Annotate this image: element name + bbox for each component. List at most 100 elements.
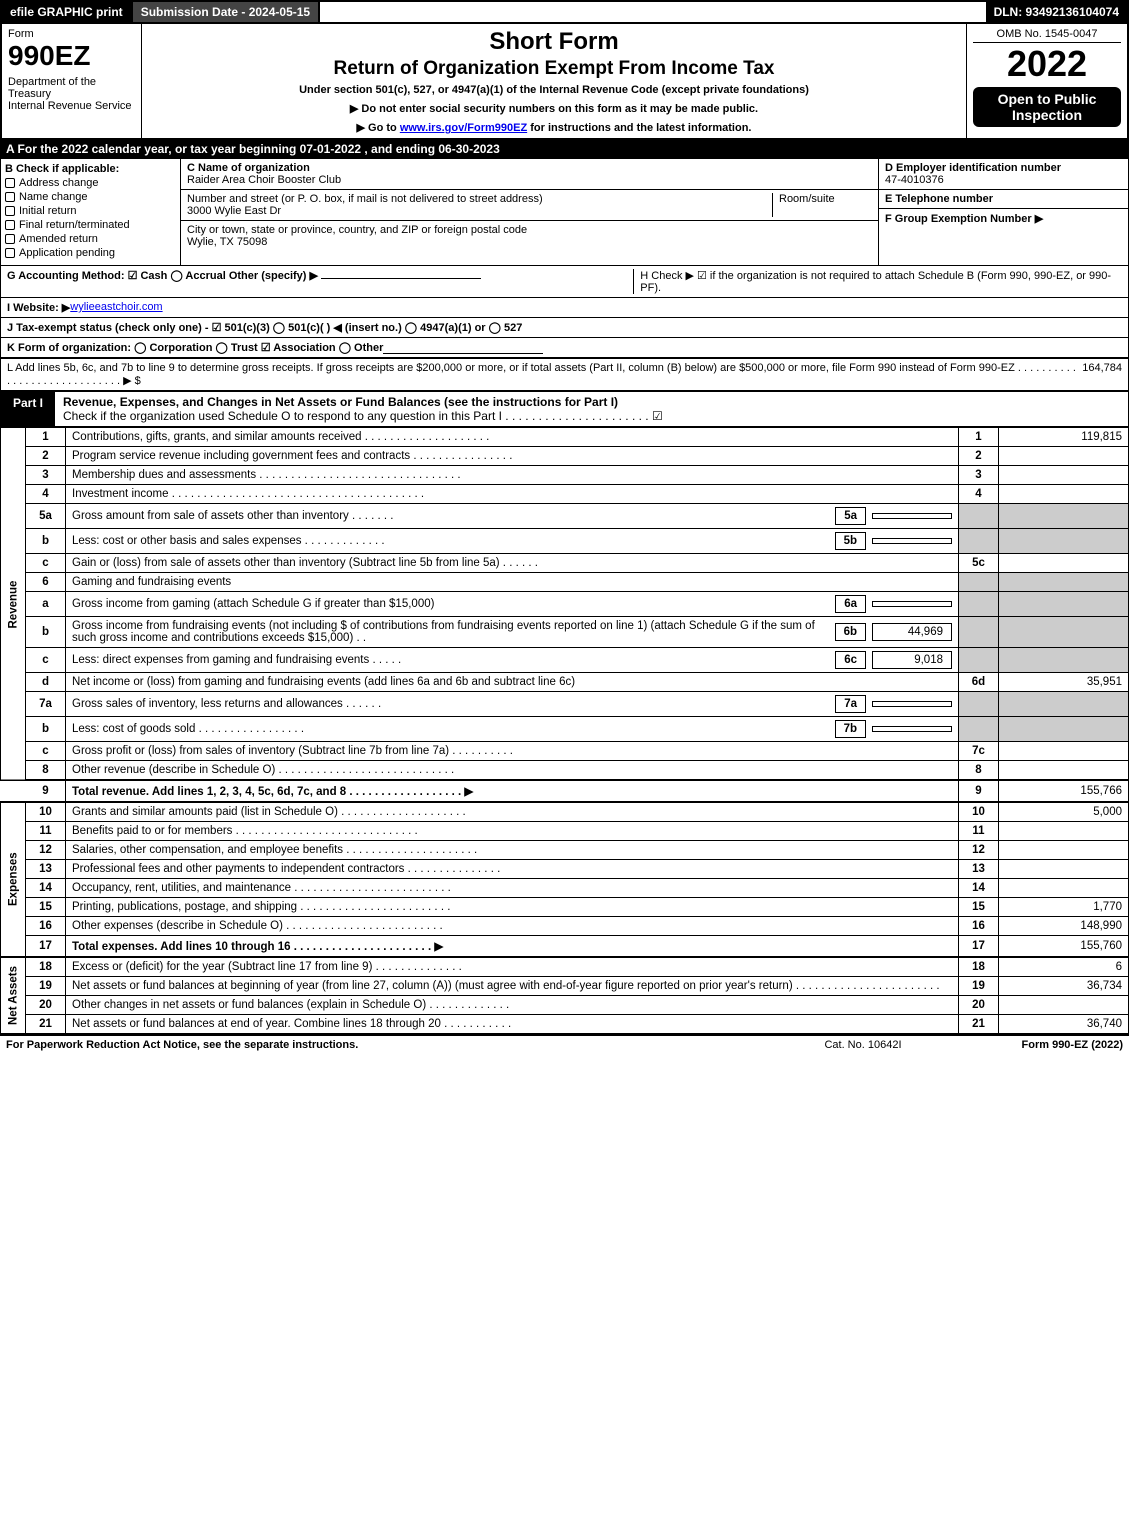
line-desc: Gross income from gaming (attach Schedul… — [66, 592, 959, 617]
check-initial-return[interactable]: Initial return — [5, 205, 176, 217]
footer-right: Form 990-EZ (2022) — [1022, 1039, 1123, 1051]
checkbox-icon[interactable] — [5, 248, 15, 258]
part-1-header: Part I Revenue, Expenses, and Changes in… — [0, 391, 1129, 427]
check-label: Application pending — [19, 247, 115, 259]
table-row: 20Other changes in net assets or fund ba… — [1, 996, 1129, 1015]
address-row: Number and street (or P. O. box, if mail… — [181, 190, 878, 221]
form-header: Form 990EZ Department of the Treasury In… — [0, 24, 1129, 140]
line-amount: 148,990 — [999, 917, 1129, 936]
city-row: City or town, state or province, country… — [181, 221, 878, 251]
line-num: b — [26, 717, 66, 742]
top-bar: efile GRAPHIC print Submission Date - 20… — [0, 0, 1129, 24]
line-desc: Salaries, other compensation, and employ… — [66, 841, 959, 860]
sub-desc: Gross amount from sale of assets other t… — [72, 510, 829, 522]
line-desc: Less: cost or other basis and sales expe… — [66, 529, 959, 554]
line-desc: Less: cost of goods sold . . . . . . . .… — [66, 717, 959, 742]
org-name-row: C Name of organization Raider Area Choir… — [181, 159, 878, 190]
line-amount-shade — [999, 504, 1129, 529]
efile-label[interactable]: efile GRAPHIC print — [2, 2, 133, 22]
line-num: 6 — [26, 573, 66, 592]
line-col: 11 — [959, 822, 999, 841]
sub-desc: Gross income from fundraising events (no… — [72, 620, 829, 644]
line-amount — [999, 860, 1129, 879]
checkbox-icon[interactable] — [5, 206, 15, 216]
checkbox-icon[interactable] — [5, 178, 15, 188]
table-row: 6Gaming and fundraising events — [1, 573, 1129, 592]
table-row: cGain or (loss) from sale of assets othe… — [1, 554, 1129, 573]
city-value: Wylie, TX 75098 — [187, 236, 267, 248]
line-desc: Net income or (loss) from gaming and fun… — [66, 673, 959, 692]
instruction-2: ▶ Go to www.irs.gov/Form990EZ for instru… — [150, 121, 958, 134]
line-col-shade — [959, 573, 999, 592]
table-row: 4Investment income . . . . . . . . . . .… — [1, 485, 1129, 504]
sections-def: D Employer identification number 47-4010… — [878, 159, 1128, 265]
line-num: 9 — [26, 780, 66, 802]
f-label: F Group Exemption Number ▶ — [885, 213, 1043, 225]
line-amount: 35,951 — [999, 673, 1129, 692]
info-block: B Check if applicable: Address change Na… — [0, 158, 1129, 266]
website-link[interactable]: wylieeastchoir.com — [70, 301, 162, 314]
k-text: K Form of organization: ◯ Corporation ◯ … — [7, 341, 383, 354]
table-row: dNet income or (loss) from gaming and fu… — [1, 673, 1129, 692]
line-desc: Occupancy, rent, utilities, and maintena… — [66, 879, 959, 898]
table-row: 12Salaries, other compensation, and empl… — [1, 841, 1129, 860]
section-g: G Accounting Method: ☑ Cash ◯ Accrual Ot… — [7, 269, 633, 294]
line-col-shade — [959, 648, 999, 673]
check-name-change[interactable]: Name change — [5, 191, 176, 203]
instr2-post: for instructions and the latest informat… — [527, 122, 751, 134]
line-amount — [999, 485, 1129, 504]
line-num: b — [26, 617, 66, 648]
subline-amt: 9,018 — [872, 651, 952, 669]
line-num: d — [26, 673, 66, 692]
line-col: 9 — [959, 780, 999, 802]
line-col: 7c — [959, 742, 999, 761]
line-desc: Other revenue (describe in Schedule O) .… — [66, 761, 959, 781]
irs-link[interactable]: www.irs.gov/Form990EZ — [400, 122, 527, 134]
section-d: D Employer identification number 47-4010… — [879, 159, 1128, 190]
line-amount: 119,815 — [999, 428, 1129, 447]
checkbox-icon[interactable] — [5, 192, 15, 202]
line-col: 10 — [959, 802, 999, 822]
line-col: 15 — [959, 898, 999, 917]
room-suite-label: Room/suite — [772, 193, 872, 217]
checkbox-icon[interactable] — [5, 220, 15, 230]
table-row: Net Assets 18Excess or (deficit) for the… — [1, 957, 1129, 977]
line-num: 12 — [26, 841, 66, 860]
line-desc: Other expenses (describe in Schedule O) … — [66, 917, 959, 936]
sub-desc: Less: direct expenses from gaming and fu… — [72, 654, 829, 666]
expenses-vlabel: Expenses — [1, 802, 26, 957]
line-col: 17 — [959, 936, 999, 958]
line-desc: Gaming and fundraising events — [66, 573, 959, 592]
line-amount: 36,740 — [999, 1015, 1129, 1035]
line-num: 15 — [26, 898, 66, 917]
line-desc: Excess or (deficit) for the year (Subtra… — [66, 957, 959, 977]
header-right: OMB No. 1545-0047 2022 Open to Public In… — [967, 24, 1127, 138]
checkbox-icon[interactable] — [5, 234, 15, 244]
table-row: 8Other revenue (describe in Schedule O) … — [1, 761, 1129, 781]
section-h: H Check ▶ ☑ if the organization is not r… — [633, 269, 1122, 294]
line-desc: Net assets or fund balances at end of ye… — [66, 1015, 959, 1035]
dept-label: Department of the Treasury Internal Reve… — [8, 76, 135, 112]
line-num: 18 — [26, 957, 66, 977]
section-k: K Form of organization: ◯ Corporation ◯ … — [0, 338, 1129, 359]
line-num: 17 — [26, 936, 66, 958]
part-1-check: Check if the organization used Schedule … — [63, 409, 663, 423]
line-desc: Investment income . . . . . . . . . . . … — [66, 485, 959, 504]
line-col: 14 — [959, 879, 999, 898]
line-num: 7a — [26, 692, 66, 717]
page-footer: For Paperwork Reduction Act Notice, see … — [0, 1035, 1129, 1054]
c-label: C Name of organization — [187, 162, 310, 174]
check-address-change[interactable]: Address change — [5, 177, 176, 189]
section-b: B Check if applicable: Address change Na… — [1, 159, 181, 265]
check-final-return[interactable]: Final return/terminated — [5, 219, 176, 231]
city-label: City or town, state or province, country… — [187, 224, 527, 236]
check-label: Final return/terminated — [19, 219, 130, 231]
subline-num: 5a — [835, 507, 866, 525]
table-row: 11Benefits paid to or for members . . . … — [1, 822, 1129, 841]
check-amended-return[interactable]: Amended return — [5, 233, 176, 245]
table-row: Revenue 1 Contributions, gifts, grants, … — [1, 428, 1129, 447]
check-application-pending[interactable]: Application pending — [5, 247, 176, 259]
open-public-badge: Open to Public Inspection — [973, 87, 1121, 127]
subline-num: 6a — [835, 595, 866, 613]
line-col: 4 — [959, 485, 999, 504]
